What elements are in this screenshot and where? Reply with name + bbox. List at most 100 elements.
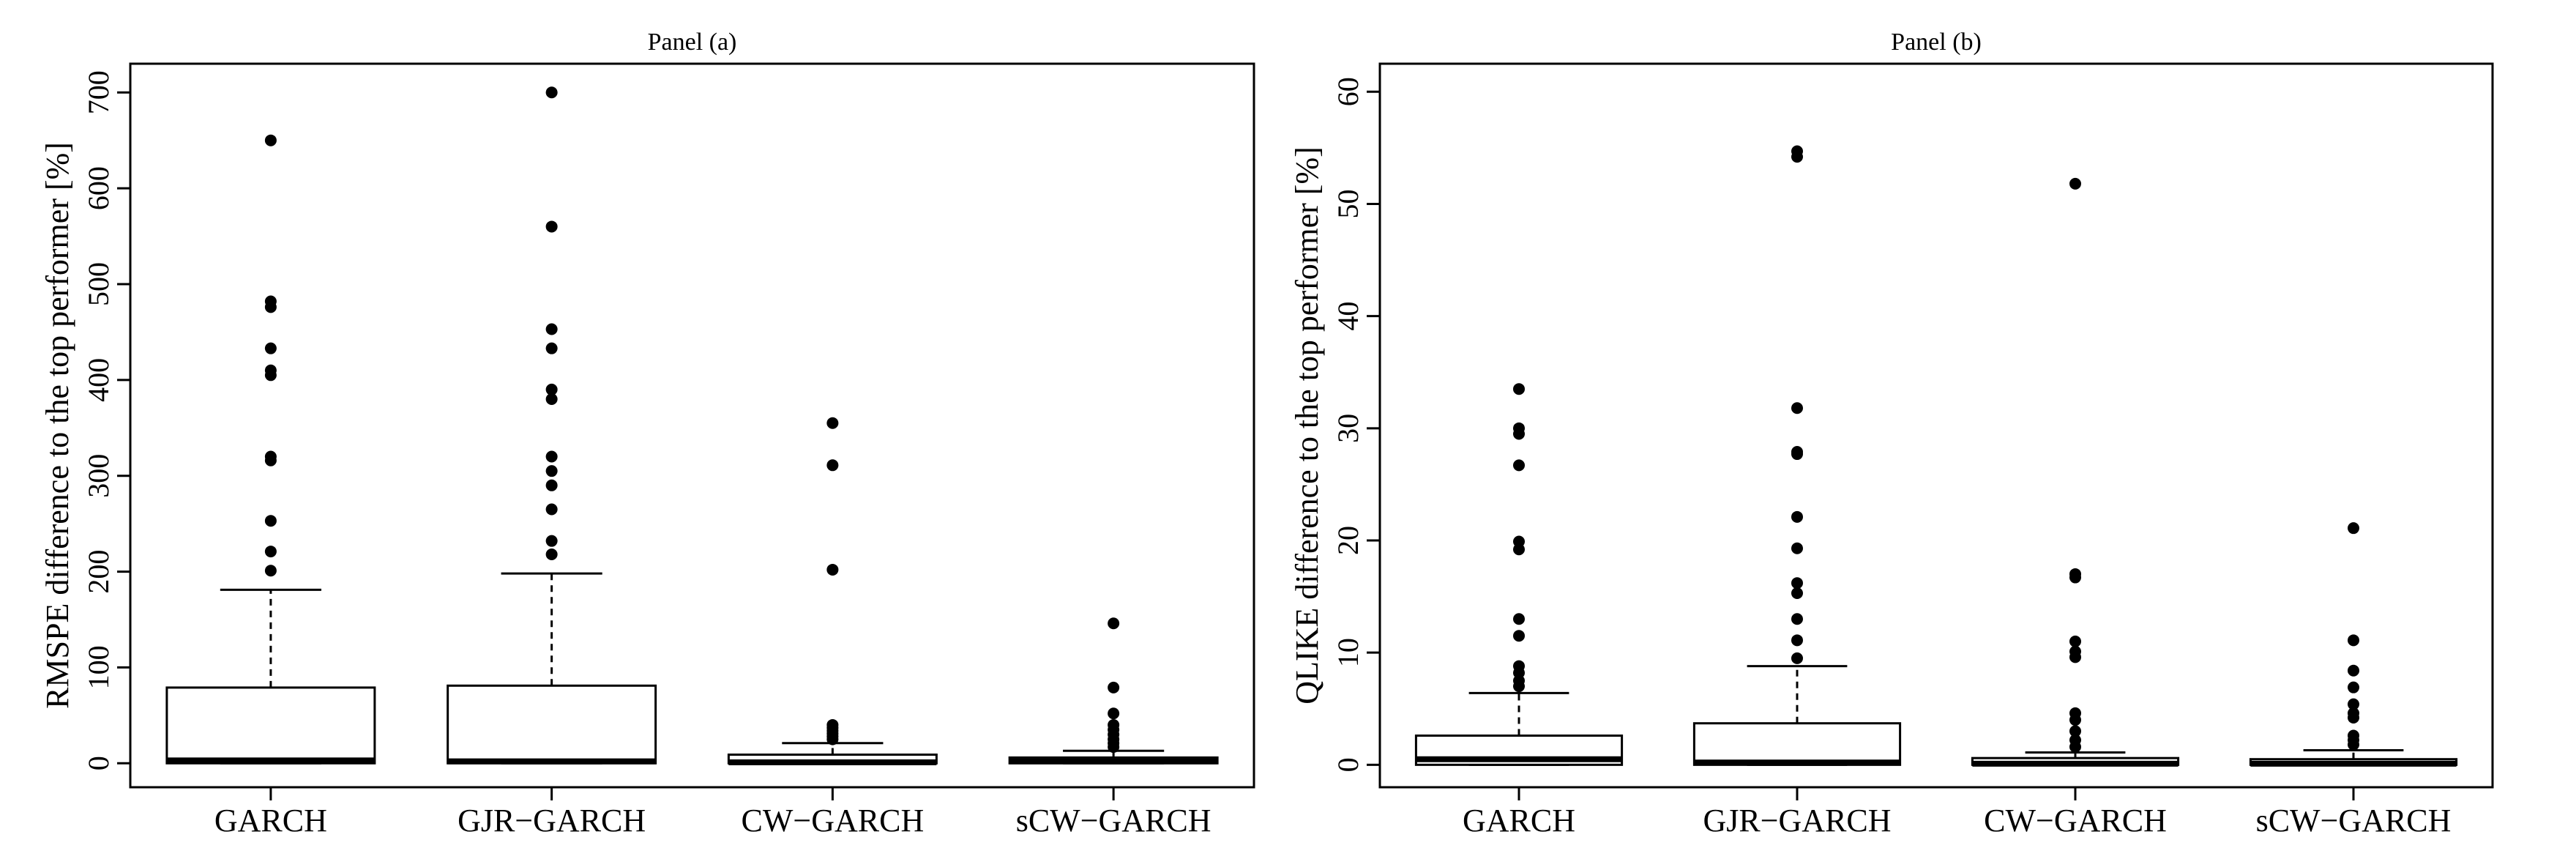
outlier-point xyxy=(1513,613,1525,625)
plot-frame xyxy=(129,62,1255,789)
y-tick-label: 50 xyxy=(1332,189,1364,218)
y-axis-label: RMSPE difference to the top performer [%… xyxy=(40,142,75,709)
outlier-point xyxy=(1513,459,1525,472)
outlier-point xyxy=(826,459,839,472)
outlier-point xyxy=(545,383,558,395)
outlier-point xyxy=(1791,587,1803,600)
y-tick-label: 200 xyxy=(82,550,115,594)
outlier-point xyxy=(2348,634,2359,647)
y-tick-label: 700 xyxy=(82,70,115,114)
outlier-point xyxy=(2348,522,2359,535)
y-tick-label: 0 xyxy=(1332,757,1364,772)
y-tick-label: 400 xyxy=(82,358,115,402)
outlier-point xyxy=(1791,542,1803,554)
outlier-point xyxy=(545,535,558,547)
x-tick-label: GJR−GARCH xyxy=(458,803,646,838)
outlier-point xyxy=(1791,577,1803,590)
box-body xyxy=(1692,722,1902,766)
outlier-point xyxy=(2069,725,2081,737)
outlier-point xyxy=(1108,617,1120,630)
y-tick-label: 0 xyxy=(82,756,115,770)
outlier-point xyxy=(2069,645,2081,658)
outlier-point xyxy=(545,450,558,463)
x-tick-label: GARCH xyxy=(1463,803,1575,838)
outlier-point xyxy=(1791,402,1803,414)
box-4 xyxy=(1008,617,1219,765)
outlier-point xyxy=(1791,445,1803,458)
outlier-point xyxy=(264,565,277,577)
x-tick-label: CW−GARCH xyxy=(1984,803,2167,838)
outlier-point xyxy=(545,342,558,354)
y-tick-label: 30 xyxy=(1332,414,1364,443)
outlier-point xyxy=(545,465,558,477)
y-tick-label: 20 xyxy=(1332,526,1364,555)
chart-title: Panel (a) xyxy=(648,29,737,56)
outlier-point xyxy=(826,563,839,576)
box-3 xyxy=(727,417,938,765)
x-tick-label: CW−GARCH xyxy=(742,803,925,838)
x-tick-label: GARCH xyxy=(214,803,327,838)
outlier-point xyxy=(545,323,558,335)
outlier-point xyxy=(545,549,558,561)
outlier-point xyxy=(1108,681,1120,693)
outlier-point xyxy=(2348,664,2359,677)
outlier-point xyxy=(545,479,558,491)
outlier-point xyxy=(1513,383,1525,395)
plot-frame xyxy=(1378,62,2494,789)
y-tick-label: 40 xyxy=(1332,302,1364,331)
y-tick-label: 60 xyxy=(1332,77,1364,106)
outlier-point xyxy=(545,393,558,406)
outlier-point xyxy=(2069,734,2081,746)
outlier-point xyxy=(2069,568,2081,580)
outlier-point xyxy=(2348,681,2359,693)
x-tick-label: sCW−GARCH xyxy=(1016,803,1212,838)
outlier-point xyxy=(264,515,277,527)
outlier-point xyxy=(826,718,839,731)
x-tick-label: GJR−GARCH xyxy=(1703,803,1891,838)
outlier-point xyxy=(2348,698,2359,710)
y-tick-label: 10 xyxy=(1332,638,1364,667)
outlier-point xyxy=(1108,718,1120,731)
box-1 xyxy=(165,134,376,765)
outlier-point xyxy=(2069,635,2081,647)
outlier-point xyxy=(264,295,277,308)
y-tick-label: 100 xyxy=(82,645,115,689)
y-tick-label: 500 xyxy=(82,262,115,306)
box-2 xyxy=(447,86,657,765)
outlier-point xyxy=(2069,707,2081,719)
chart-panel-2: Panel (b) QLIKE difference to the top per… xyxy=(1289,29,2494,838)
outlier-point xyxy=(545,503,558,516)
chart-panel-1: Panel (a) RMSPE difference to the top per… xyxy=(40,29,1255,838)
outlier-point xyxy=(1513,660,1525,672)
outlier-point xyxy=(1791,145,1803,157)
y-axis-label: QLIKE difference to the top performer [%… xyxy=(1289,146,1325,704)
box-3 xyxy=(1971,177,2180,767)
outlier-point xyxy=(1791,652,1803,664)
outlier-point xyxy=(1513,422,1525,434)
box-body xyxy=(447,684,657,765)
outlier-point xyxy=(264,134,277,146)
outlier-point xyxy=(826,417,839,429)
box-body xyxy=(165,686,376,765)
y-tick-label: 300 xyxy=(82,454,115,498)
outlier-point xyxy=(2348,707,2359,719)
outlier-point xyxy=(264,364,277,376)
x-tick-label: sCW−GARCH xyxy=(2256,803,2452,838)
outlier-point xyxy=(1513,535,1525,548)
outlier-point xyxy=(1791,613,1803,625)
box-1 xyxy=(1414,383,1624,766)
outlier-point xyxy=(264,546,277,558)
outlier-point xyxy=(1791,634,1803,647)
box-4 xyxy=(2249,522,2458,767)
box-2 xyxy=(1692,145,1902,766)
outlier-point xyxy=(1513,630,1525,642)
outlier-point xyxy=(545,86,558,99)
outlier-point xyxy=(264,450,277,463)
outlier-point xyxy=(1108,707,1120,720)
outlier-point xyxy=(2069,177,2081,190)
outlier-point xyxy=(1791,510,1803,523)
y-tick-label: 600 xyxy=(82,166,115,210)
chart-title: Panel (b) xyxy=(1891,29,1982,56)
outlier-point xyxy=(2348,729,2359,742)
